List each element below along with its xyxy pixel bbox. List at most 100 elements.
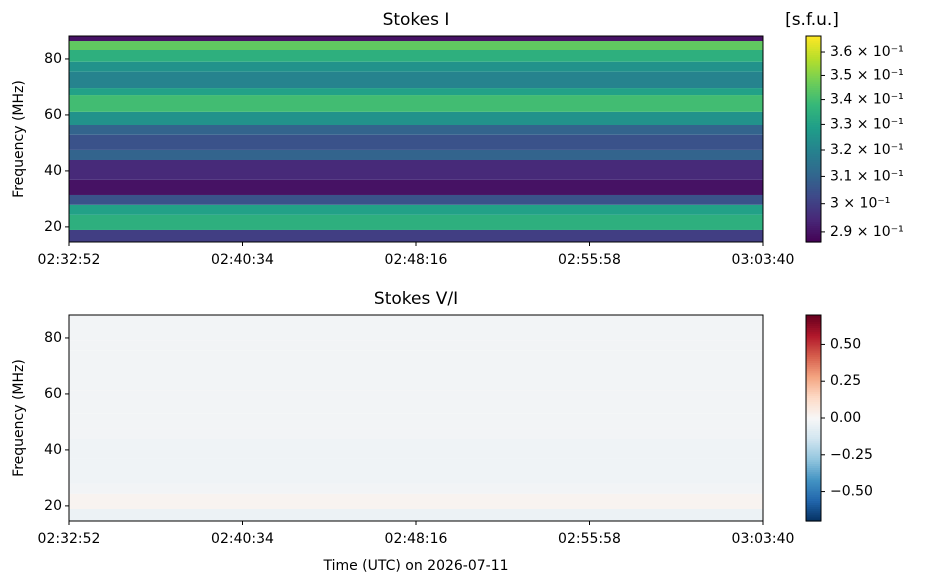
colorbar-swatch [806, 169, 821, 173]
colorbar-swatch [806, 66, 821, 70]
heatmap-cell [69, 204, 763, 215]
colorbar-swatch [806, 200, 821, 204]
colorbar-swatch [806, 329, 821, 333]
colorbar-swatch [806, 483, 821, 487]
x-tick-label: 02:55:58 [558, 252, 621, 268]
heatmap-cell [69, 404, 763, 414]
heatmap-cell [69, 159, 763, 180]
heatmap-cell [69, 320, 763, 329]
heatmap-cell [69, 473, 763, 484]
heatmap-cell [69, 328, 763, 341]
colorbar-swatch [806, 411, 821, 415]
colorbar-swatch [806, 118, 821, 122]
colorbar-label: [s.f.u.] [785, 10, 839, 30]
colorbar-swatch [806, 448, 821, 452]
colorbar-swatch [806, 378, 821, 382]
colorbar-swatch [806, 215, 821, 218]
x-tick-label: 02:55:58 [558, 531, 621, 547]
colorbar-swatch [806, 103, 821, 107]
colorbar-swatch [806, 151, 821, 155]
heatmap-cell [69, 374, 763, 391]
colorbar-swatch [806, 405, 821, 409]
colorbar-swatch [806, 333, 821, 337]
colorbar-swatch [806, 192, 821, 196]
y-tick-label: 60 [44, 107, 62, 123]
y-tick-label: 40 [44, 442, 62, 458]
colorbar-tick-label: 0.00 [830, 410, 861, 426]
colorbar-swatch [806, 395, 821, 398]
colorbar-swatch [806, 101, 821, 105]
colorbar-tick-label: −0.50 [830, 484, 873, 500]
heatmap-cell [69, 36, 763, 42]
colorbar-swatch [806, 426, 821, 429]
colorbar-swatch [806, 475, 821, 479]
colorbar-swatch [806, 502, 821, 506]
colorbar-swatch [806, 178, 821, 181]
colorbar-swatch [806, 155, 821, 159]
colorbar-swatch [806, 233, 821, 237]
colorbar-swatch [806, 385, 821, 388]
colorbar-swatch [806, 71, 821, 74]
colorbar-swatch [806, 391, 821, 394]
colorbar-swatch [806, 91, 821, 95]
colorbar-tick-label: 2.9 × 10⁻¹ [830, 224, 904, 240]
heatmap-cell [69, 390, 763, 405]
colorbar-swatch [806, 512, 821, 516]
colorbar-swatch [806, 209, 821, 212]
x-tick-label: 03:03:40 [732, 531, 795, 547]
colorbar-swatch [806, 227, 821, 231]
colorbar-swatch [806, 95, 821, 99]
y-axis-label: Frequency (MHz) [11, 359, 27, 477]
colorbar-swatch [806, 498, 821, 501]
colorbar-swatch [806, 85, 821, 89]
colorbar-swatch [806, 485, 821, 489]
colorbar-swatch [806, 376, 821, 380]
colorbar-tick-label: 3.3 × 10⁻¹ [830, 116, 904, 132]
colorbar-swatch [806, 360, 821, 363]
colorbar-swatch [806, 319, 821, 322]
colorbar-tick-label: 3.6 × 10⁻¹ [830, 44, 904, 60]
colorbar-swatch [806, 120, 821, 124]
colorbar-swatch [806, 380, 821, 384]
colorbar-swatch [806, 153, 821, 157]
heatmap-cell [69, 438, 763, 459]
colorbar-swatch [806, 514, 821, 518]
y-tick-label: 20 [44, 219, 62, 235]
colorbar-swatch [806, 430, 821, 434]
colorbar-swatch [806, 211, 821, 214]
colorbar-frame [805, 35, 822, 243]
colorbar-swatch [806, 186, 821, 190]
heatmap-cell [69, 214, 763, 230]
colorbar-tick-label: 0.25 [830, 373, 861, 389]
colorbar-swatch [806, 362, 821, 366]
colorbar-swatch [806, 440, 821, 444]
colorbar-swatch [806, 500, 821, 504]
colorbar-swatch [806, 223, 821, 227]
colorbar-swatch [806, 389, 821, 392]
y-tick-label: 60 [44, 386, 62, 402]
colorbar-swatch [806, 128, 821, 132]
colorbar-swatch [806, 130, 821, 134]
colorbar-swatch [806, 136, 821, 140]
colorbar-swatch [806, 350, 821, 353]
colorbar-swatch [806, 321, 821, 324]
colorbar-swatch [806, 492, 821, 495]
colorbar-swatch [806, 73, 821, 76]
colorbar-swatch [806, 206, 821, 210]
colorbar-swatch [806, 110, 821, 113]
colorbar-swatch [806, 83, 821, 87]
colorbar-swatch [806, 432, 821, 436]
colorbar-swatch [806, 36, 821, 39]
colorbar-swatch [806, 387, 821, 390]
colorbar-swatch [806, 399, 821, 403]
x-tick-label: 02:32:52 [38, 531, 101, 547]
colorbar-swatch [806, 221, 821, 225]
colorbar-swatch [806, 184, 821, 187]
colorbar-swatch [806, 494, 821, 497]
colorbar-swatch [806, 481, 821, 485]
colorbar-swatch [806, 46, 821, 49]
colorbar-tick-label: −0.25 [830, 447, 873, 463]
colorbar-swatch [806, 490, 821, 493]
panel: Stokes V/I Frequency (MHz) Time (UTC) on 2… [11, 289, 873, 574]
colorbar-swatch [806, 231, 821, 235]
